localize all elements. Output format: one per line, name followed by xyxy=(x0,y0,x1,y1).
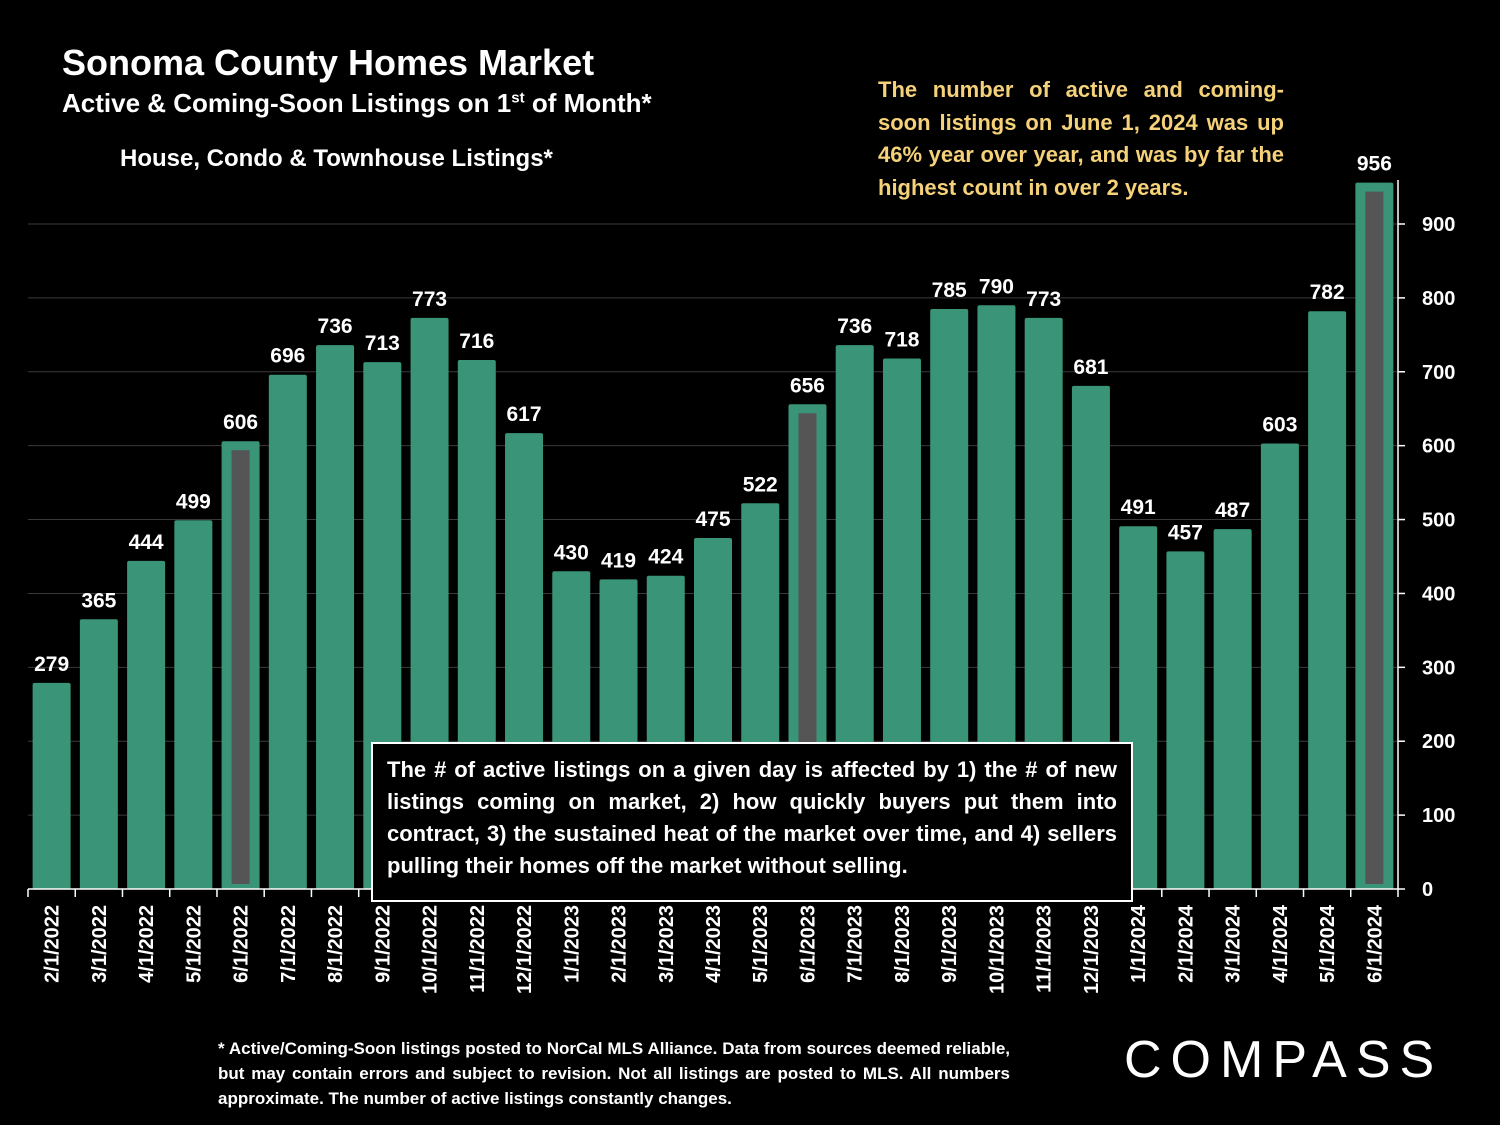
x-tick-label: 4/1/2022 xyxy=(136,905,158,983)
x-tick-label: 2/1/2024 xyxy=(1175,904,1197,983)
y-tick-label: 100 xyxy=(1422,805,1455,827)
bar xyxy=(174,520,213,889)
y-axis: 0 100 200 300 400 500 600 700 800 900 xyxy=(1397,180,1455,901)
x-tick-label: 3/1/2023 xyxy=(656,905,678,983)
x-tick-label: 10/1/2023 xyxy=(986,905,1008,994)
x-tick-label: 4/1/2024 xyxy=(1270,904,1292,983)
x-tick-label: 10/1/2022 xyxy=(420,905,442,994)
data-label: 782 xyxy=(1310,281,1345,304)
y-tick-label: 300 xyxy=(1422,657,1455,679)
data-label: 430 xyxy=(554,541,589,564)
footnote: * Active/Coming-Soon listings posted to … xyxy=(218,1039,1010,1108)
bar xyxy=(1213,529,1252,889)
data-label: 487 xyxy=(1215,499,1250,522)
y-tick-label: 500 xyxy=(1422,510,1455,532)
chart-subtitle: Active & Coming-Soon Listings on 1st of … xyxy=(62,88,652,118)
bar xyxy=(127,560,166,889)
data-label: 785 xyxy=(932,279,967,302)
data-label: 773 xyxy=(412,288,447,311)
x-tick-label: 6/1/2022 xyxy=(231,905,253,983)
y-tick-label: 600 xyxy=(1422,436,1455,458)
data-label: 656 xyxy=(790,374,825,397)
data-label: 499 xyxy=(176,490,211,513)
x-tick-label: 7/1/2023 xyxy=(845,905,867,983)
data-label: 681 xyxy=(1073,356,1108,379)
data-label: 716 xyxy=(459,330,494,353)
data-label: 736 xyxy=(318,315,353,338)
bar xyxy=(1166,551,1205,889)
y-tick-label: 700 xyxy=(1422,362,1455,384)
x-tick-label: 1/1/2024 xyxy=(1128,904,1150,983)
y-tick-label: 200 xyxy=(1422,731,1455,753)
data-label: 718 xyxy=(884,328,919,351)
chart-title: Sonoma County Homes Market xyxy=(62,42,595,83)
x-tick-label: 2/1/2023 xyxy=(609,905,631,983)
data-label: 444 xyxy=(129,531,164,554)
data-label: 491 xyxy=(1121,496,1156,519)
data-label: 522 xyxy=(743,473,778,496)
data-labels: 279 365 444 499 606 696 736 713 773 716 617 430 419 4… xyxy=(34,153,1392,676)
data-label: 475 xyxy=(695,508,730,531)
y-tick-label: 400 xyxy=(1422,583,1455,605)
data-label: 956 xyxy=(1357,153,1392,176)
x-tick-label: 9/1/2023 xyxy=(939,905,961,983)
x-tick-label: 11/1/2022 xyxy=(467,905,489,993)
x-tick-label: 1/1/2023 xyxy=(561,905,583,983)
x-tick-label: 5/1/2023 xyxy=(750,905,772,983)
x-tick-label: 4/1/2023 xyxy=(703,905,725,983)
x-tick-label: 12/1/2022 xyxy=(514,905,536,994)
bar xyxy=(79,619,118,889)
data-label: 365 xyxy=(81,589,116,612)
x-tick-label: 2/1/2022 xyxy=(42,905,64,983)
bar xyxy=(1308,311,1347,889)
data-label: 736 xyxy=(837,315,872,338)
data-label: 617 xyxy=(507,403,542,426)
callout-text: The number of active and coming-soon lis… xyxy=(878,77,1284,200)
x-tick-label: 7/1/2022 xyxy=(278,905,300,983)
x-tick-label: 5/1/2024 xyxy=(1317,904,1339,983)
data-label: 790 xyxy=(979,275,1014,298)
y-tick-label: 800 xyxy=(1422,288,1455,310)
compass-logo: COMPASS xyxy=(1124,1031,1444,1089)
x-tick-label: 3/1/2022 xyxy=(89,905,111,983)
data-label: 713 xyxy=(365,332,400,355)
bar-highlight xyxy=(231,450,250,884)
x-tick-label: 6/1/2024 xyxy=(1364,904,1386,983)
data-label: 603 xyxy=(1262,413,1297,436)
x-tick-label: 12/1/2023 xyxy=(1081,905,1103,994)
data-label: 696 xyxy=(270,345,305,368)
bar-highlight xyxy=(1365,191,1384,885)
data-label: 457 xyxy=(1168,521,1203,544)
y-tick-label: 900 xyxy=(1422,214,1455,236)
data-label: 424 xyxy=(648,546,683,569)
x-tick-label: 6/1/2023 xyxy=(797,905,819,983)
data-label: 773 xyxy=(1026,288,1061,311)
x-tick-label: 8/1/2022 xyxy=(325,905,347,983)
bar xyxy=(32,682,71,889)
bar xyxy=(1260,443,1299,889)
x-tick-label: 11/1/2023 xyxy=(1034,905,1056,993)
data-label: 279 xyxy=(34,653,69,676)
y-tick-label: 0 xyxy=(1422,879,1433,901)
data-label: 606 xyxy=(223,411,258,434)
note-box: The # of active listings on a given day … xyxy=(371,742,1133,902)
x-tick-label: 8/1/2023 xyxy=(892,905,914,983)
x-tick-label: 3/1/2024 xyxy=(1223,904,1245,983)
series-label: House, Condo & Townhouse Listings* xyxy=(120,145,553,172)
x-tick-label: 5/1/2022 xyxy=(183,905,205,983)
x-tick-label: 9/1/2022 xyxy=(372,905,394,983)
x-axis: 2/1/2022 3/1/2022 4/1/2022 5/1/2022 6/1/2022… xyxy=(27,888,1399,994)
data-label: 419 xyxy=(601,549,636,572)
bar xyxy=(316,345,355,890)
bar xyxy=(268,374,307,889)
